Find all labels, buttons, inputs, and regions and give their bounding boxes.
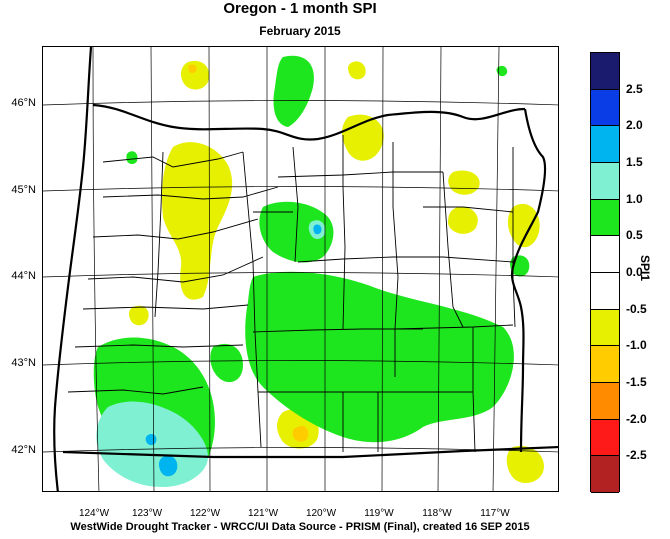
colorbar-tick-label: -2.0 [626, 411, 647, 426]
colorbar-segment [591, 309, 619, 347]
small-orange-spots [188, 64, 197, 74]
colorbar-segment [591, 199, 619, 237]
lon-label-118: 118°W [422, 508, 452, 519]
colorbar-segment [591, 53, 619, 90]
chart-subtitle: February 2015 [259, 24, 341, 38]
colorbar-tick-label: -2.5 [626, 448, 647, 463]
colorbar-tick-label: -0.5 [626, 301, 647, 316]
colorbar-title: SPI1 [638, 255, 652, 282]
lon-label-122: 122°W [189, 508, 221, 519]
colorbar-segment [591, 272, 619, 310]
chart-title: Oregon - 1 month SPI [223, 0, 377, 17]
lat-label-44: 44°N [11, 270, 36, 282]
colorbar-tick-label: -1.0 [626, 338, 647, 353]
colorbar-tick-label: 1.0 [626, 191, 643, 206]
colorbar-tick-label: 1.5 [626, 155, 643, 169]
colorbar-segment [591, 382, 619, 420]
lon-label-117: 117°W [480, 508, 510, 519]
lon-label-123: 123°W [131, 508, 163, 519]
lon-label-119: 119°W [364, 508, 394, 519]
lon-label-124: 124°W [78, 508, 110, 519]
colorbar-segment [591, 346, 619, 383]
colorbar-tick-label: 0.5 [626, 228, 643, 243]
colorbar-tick-label: 2.0 [626, 118, 643, 133]
colorbar [590, 52, 620, 493]
colorbar-segment [591, 456, 619, 493]
lon-label-120: 120°W [305, 508, 337, 519]
map-svg [43, 47, 558, 491]
lat-label-42: 42°N [11, 444, 36, 456]
lat-label-43: 43°N [11, 357, 36, 369]
lat-label-46: 46°N [11, 97, 36, 109]
colorbar-segment [591, 126, 619, 163]
lat-label-45: 45°N [11, 184, 36, 196]
colorbar-tick-label: 0.0 [626, 265, 643, 279]
footer-credit: WestWide Drought Tracker - WRCC/UI Data … [70, 521, 530, 533]
colorbar-segment [591, 162, 619, 200]
state-boundaries [53, 47, 558, 491]
colorbar-tick-label: 2.5 [626, 81, 643, 96]
colorbar-segment [591, 89, 619, 127]
colorbar-tick-label: -1.5 [626, 375, 647, 389]
county-boundaries [67, 135, 516, 453]
colorbar-segment [591, 236, 619, 273]
colorbar-segment [591, 419, 619, 457]
lon-label-121: 121°W [247, 508, 279, 519]
map-panel [42, 46, 559, 492]
